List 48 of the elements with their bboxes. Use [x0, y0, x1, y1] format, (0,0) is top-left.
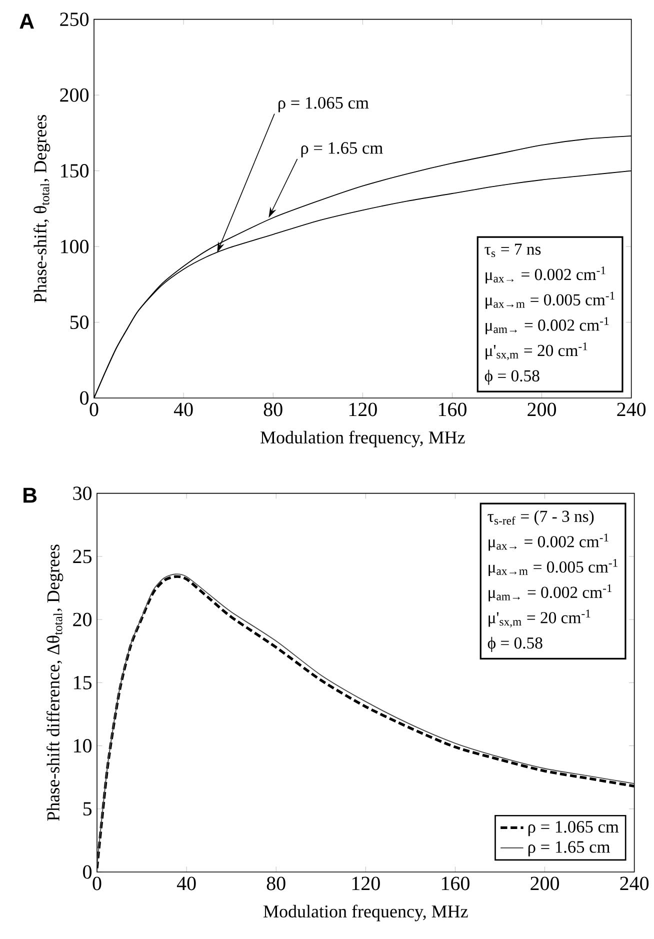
x-tick-label: 160 [439, 402, 467, 416]
y-axis-title: Phase-shift difference, Δθ$_{total}$, Degrees [46, 544, 64, 821]
y-tick-label: 30 [73, 486, 92, 500]
y-tick-label: 10 [74, 739, 92, 753]
annotation: μ'$_{sx,m}$ = 20 cm$^{-1}$ [486, 342, 588, 360]
annotation: μ$_{am→}$ = 0.002 cm$^{-1}$ [486, 317, 609, 334]
x-tick-label: 120 [350, 402, 378, 416]
annotation: ϕ = 0.58 [484, 370, 540, 385]
x-tick-label: 200 [528, 402, 556, 416]
annotation: ϕ = 0.58 [488, 636, 542, 652]
x-tick-label: 40 [174, 402, 193, 416]
annotation: ρ = 1.065 cm [278, 96, 369, 112]
text: B [24, 488, 37, 503]
y-tick-label: 50 [70, 316, 89, 330]
y-tick-label: 25 [73, 550, 92, 564]
x-tick-label: 80 [264, 402, 282, 416]
y-tick-label: 0 [80, 391, 89, 405]
annotation: τ$_{s}$ = 7 ns [484, 244, 541, 258]
annotation: μ$_{ax→m}$ = 0.005 cm$^{-1}$ [486, 292, 615, 309]
annotation: μ$_{ax→}$ = 0.002 cm$^{-1}$ [486, 266, 606, 284]
x-tick-label: 160 [442, 876, 470, 890]
x-tick-label: 40 [177, 876, 196, 890]
y-tick-label: 150 [61, 164, 89, 178]
x-tick-label: 80 [266, 876, 286, 890]
annotation: μ$_{ax→m}$ = 0.005 cm$^{-1}$ [488, 558, 618, 576]
annotation: μ'$_{sx,m}$ = 20 cm$^{-1}$ [488, 610, 590, 628]
annotation: μ$_{am→}$ = 0.002 cm$^{-1}$ [488, 584, 612, 602]
y-tick-label: 0 [83, 865, 92, 879]
annotation: ρ = 1.65 cm [301, 142, 383, 158]
y-tick-label: 250 [60, 12, 89, 26]
y-tick-label: 100 [61, 240, 89, 254]
x-tick-label: 120 [352, 876, 380, 890]
legend-label: ρ = 1.065 cm [528, 820, 619, 836]
y-tick-label: 20 [73, 612, 92, 626]
x-tick-label: 240 [617, 402, 646, 416]
y-axis-title: Phase-shift, θ$_{total}$, Degrees [34, 115, 50, 302]
x-tick-label: 0 [92, 876, 102, 890]
annotation: τ$_{s-ref}$ = (7 - 3 ns) [488, 510, 594, 526]
x-axis-title: Modulation frequency, MHz [260, 430, 465, 448]
x-tick-label: 200 [530, 876, 560, 890]
annotation: μ$_{ax→}$ = 0.002 cm$^{-1}$ [488, 534, 608, 551]
text: A [20, 14, 34, 29]
y-tick-label: 15 [74, 676, 92, 690]
x-axis-title: Modulation frequency, MHz [264, 904, 468, 922]
y-tick-label: 5 [84, 802, 92, 816]
legend-label: ρ = 1.65 cm [528, 841, 610, 856]
x-tick-label: 240 [620, 876, 649, 890]
y-tick-label: 200 [60, 88, 89, 102]
